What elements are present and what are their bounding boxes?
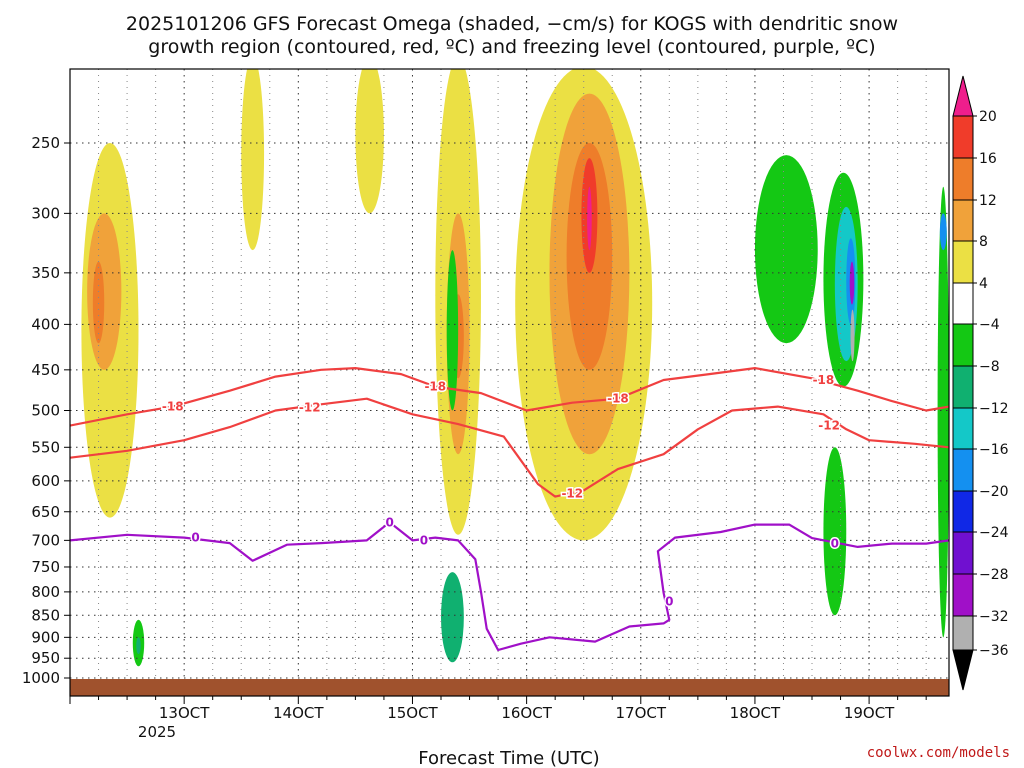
y-tick-label-300: 300 [31, 204, 60, 222]
colorbar-label: −4 [979, 317, 1000, 333]
y-tick-label-550: 550 [31, 438, 60, 456]
colorbar-label: 4 [979, 276, 988, 292]
y-tick-label-850: 850 [31, 606, 60, 624]
omega-region-18 [850, 309, 855, 362]
omega-region-24 [939, 213, 947, 251]
omega-shading [81, 69, 949, 667]
omega-region-21 [136, 637, 141, 655]
contour-dgz-minus18 [70, 367, 949, 427]
colorbar-cell [952, 531, 974, 575]
label-dgz-minus18: -18 [813, 373, 835, 387]
omega-region-13 [754, 155, 818, 344]
omega-region-23 [937, 186, 949, 638]
grid-lines [70, 69, 949, 696]
y-tick-label-700: 700 [31, 531, 60, 549]
y-tick-label-400: 400 [31, 315, 60, 333]
y-axis: 250 300 350 400 450 500 550 600 650 700 750 800 850 9… [22, 134, 70, 687]
y-tick-label-500: 500 [31, 402, 60, 420]
colorbar-cell [952, 573, 974, 617]
colorbar-cell [952, 490, 974, 533]
omega-region-12 [587, 186, 592, 251]
colorbar-label: −36 [979, 643, 1009, 659]
x-tick-label-18OCT: 18OCT [730, 704, 781, 722]
y-tick-label-600: 600 [31, 472, 60, 490]
colorbar-cell [952, 240, 974, 284]
label-dgz-minus12: -12 [561, 487, 583, 501]
omega-region-25 [823, 447, 847, 616]
colorbar-label: −20 [979, 484, 1009, 500]
label-freezing: 0 [420, 533, 428, 547]
x-tick-label-14OCT: 14OCT [273, 704, 324, 722]
y-tick-label-950: 950 [31, 649, 60, 667]
colorbar-cell [952, 407, 974, 450]
omega-region-19 [441, 572, 464, 663]
contour-freezing-level [70, 521, 949, 652]
colorbar-arrow-top [952, 75, 974, 117]
chart-title-line-1: 2025101206 GFS Forecast Omega (shaded, −… [126, 13, 898, 35]
y-tick-label-650: 650 [31, 503, 60, 521]
colorbar-label: −32 [979, 609, 1009, 625]
label-freezing: 0 [831, 537, 839, 551]
x-axis: 13OCT 14OCT 15OCT 16OCT 17OCT 18OCT 19OCT [69, 696, 927, 722]
colorbar-cell [952, 323, 974, 367]
y-tick-label-1000: 1000 [22, 669, 60, 687]
credit-link[interactable]: coolwx.com/models [867, 745, 1010, 761]
omega-region-1 [87, 213, 122, 370]
y-tick-label-800: 800 [31, 583, 60, 601]
colorbar-cell [952, 199, 974, 242]
colorbar-label: −28 [979, 567, 1009, 583]
colorbar-label: 16 [979, 151, 997, 167]
terrain-ground [70, 679, 949, 696]
colorbar-arrow-bottom [952, 649, 974, 691]
label-freezing: 0 [665, 594, 673, 608]
label-freezing: 0 [191, 531, 199, 545]
colorbar-label: 12 [979, 193, 997, 209]
colorbar-cell [952, 448, 974, 492]
x-tick-label-15OCT: 15OCT [387, 704, 438, 722]
y-tick-label-750: 750 [31, 558, 60, 576]
colorbar-cell [952, 615, 974, 651]
chart-title-line-2: growth region (contoured, red, ºC) and f… [148, 36, 875, 58]
omega-region-4 [355, 69, 384, 214]
colorbar-cell [952, 157, 974, 201]
colorbar: 20 16 12 8 4 −4 −8 −12 −16 −20 −24 −28 −32 −36 [952, 75, 1009, 691]
label-dgz-minus12: -12 [818, 419, 840, 433]
colorbar-label: 20 [979, 109, 997, 125]
x-tick-label-17OCT: 17OCT [616, 704, 667, 722]
x-year-label: 2025 [138, 723, 176, 741]
y-tick-label-350: 350 [31, 264, 60, 282]
omega-region-3 [241, 69, 265, 251]
colorbar-cell [952, 365, 974, 409]
colorbar-label: −12 [979, 401, 1009, 417]
colorbar-cell [952, 282, 974, 325]
omega-region-2 [92, 261, 105, 344]
colorbar-label: −16 [979, 442, 1009, 458]
colorbar-label: 8 [979, 234, 988, 250]
colorbar-label: −24 [979, 525, 1009, 541]
colorbar-cell [952, 115, 974, 159]
x-axis-title: Forecast Time (UTC) [418, 748, 599, 768]
omega-region-17 [849, 261, 855, 305]
y-tick-label-250: 250 [31, 134, 60, 152]
y-tick-label-900: 900 [31, 628, 60, 646]
x-tick-label-19OCT: 19OCT [844, 704, 895, 722]
colorbar-label: −8 [979, 359, 1000, 375]
label-dgz-minus18: -18 [607, 392, 629, 406]
contour-dgz-minus12 [70, 397, 949, 498]
x-tick-label-16OCT: 16OCT [501, 704, 552, 722]
y-tick-label-450: 450 [31, 361, 60, 379]
label-dgz-minus18: -18 [162, 400, 184, 414]
x-tick-label-13OCT: 13OCT [159, 704, 210, 722]
label-freezing: 0 [385, 515, 393, 529]
plot-frame [69, 68, 950, 697]
contour-lines: -18 -18 -18 -18 -12 -12 -12 0 0 0 0 0 [70, 367, 949, 652]
label-dgz-minus18: -18 [424, 380, 446, 394]
label-dgz-minus12: -12 [299, 400, 321, 414]
omega-region-22 [446, 250, 459, 411]
